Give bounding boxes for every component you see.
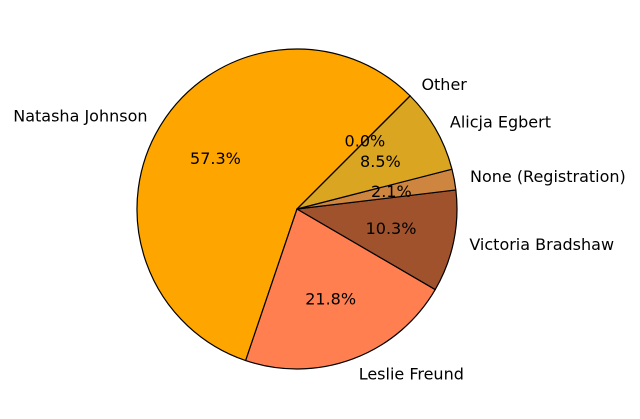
pct-label-natasha-johnson: 57.3% xyxy=(190,149,241,168)
pie-slice-other xyxy=(296,95,411,210)
slice-label-natasha-johnson: Natasha Johnson xyxy=(13,107,147,126)
pct-label-other: 0.0% xyxy=(345,132,386,151)
pct-label-leslie-freund: 21.8% xyxy=(305,289,356,308)
slice-label-alicja-egbert: Alicja Egbert xyxy=(450,112,551,131)
pct-label-alicja-egbert: 8.5% xyxy=(360,152,401,171)
slice-label-victoria-bradshaw: Victoria Bradshaw xyxy=(469,235,614,254)
pie-slice-alicja-egbert xyxy=(296,95,453,210)
slice-label-none-registration: None (Registration) xyxy=(470,167,626,186)
pct-label-victoria-bradshaw: 10.3% xyxy=(366,219,417,238)
pie-slice-victoria-bradshaw xyxy=(296,189,458,291)
slice-label-other: Other xyxy=(421,75,467,94)
pct-label-none-registration: 2.1% xyxy=(371,182,412,201)
pie-slice-leslie-freund xyxy=(245,208,436,370)
pie-slice-natasha-johnson xyxy=(136,48,411,362)
slice-label-leslie-freund: Leslie Freund xyxy=(359,364,464,383)
